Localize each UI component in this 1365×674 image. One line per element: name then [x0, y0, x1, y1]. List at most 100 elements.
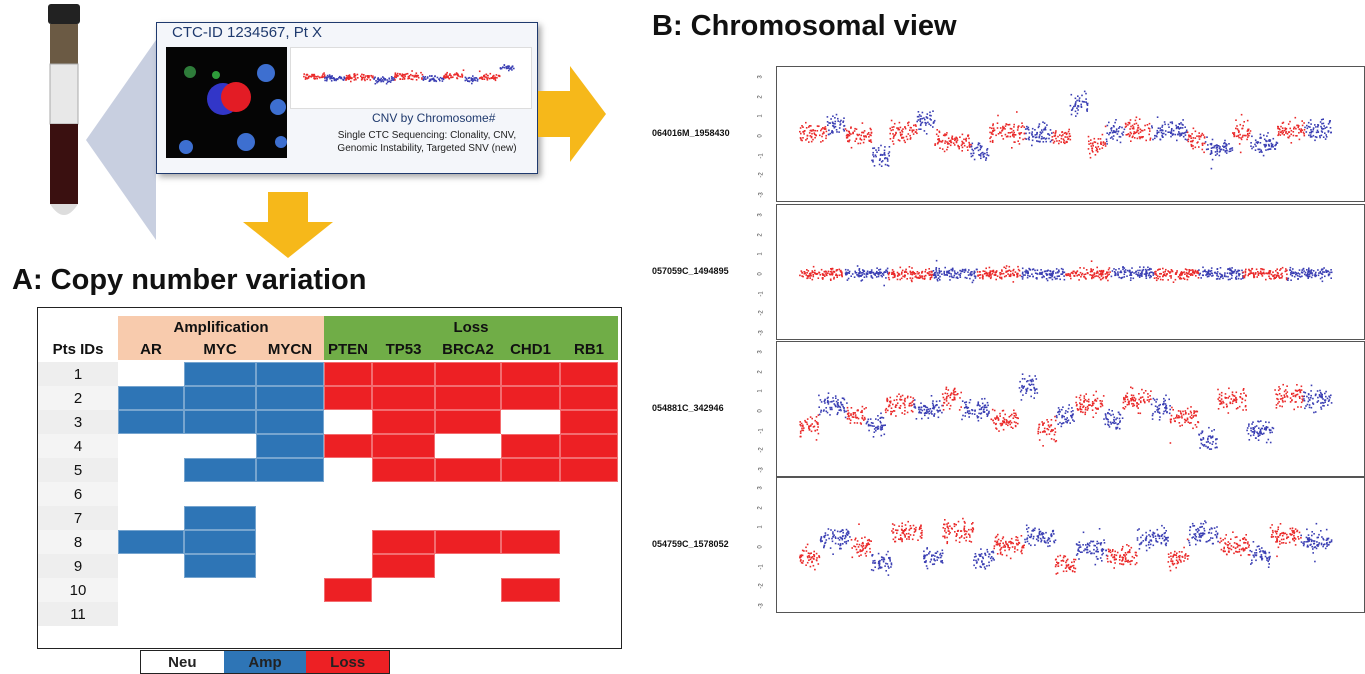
cnv-point — [801, 429, 803, 432]
cnv-point — [507, 67, 509, 69]
cnv-point — [382, 76, 384, 78]
cnv-point — [1300, 128, 1302, 130]
cnv-point — [381, 79, 384, 81]
cnv-point — [954, 137, 956, 140]
cnv-point — [1092, 274, 1094, 276]
cnv-point — [976, 146, 979, 149]
cnv-point — [926, 409, 928, 411]
cnv-point — [860, 272, 863, 274]
cnv-point — [1178, 422, 1181, 424]
cnv-point — [1102, 273, 1104, 276]
cnv-point — [899, 538, 902, 541]
legend-amp: Amp — [223, 651, 307, 673]
cnv-point — [1131, 267, 1133, 269]
cnv-point — [846, 534, 849, 536]
cnv-point — [921, 532, 923, 534]
cnv-point — [953, 396, 956, 399]
cnv-point — [1286, 385, 1288, 387]
cnv-point — [321, 75, 324, 77]
y-tick-label: -3 — [758, 603, 765, 609]
cnv-point — [936, 409, 938, 412]
cnv-point — [914, 529, 917, 531]
cnv-point — [1003, 544, 1006, 546]
cnv-point — [1286, 395, 1288, 397]
cnv-point — [987, 154, 990, 157]
cnv-point — [816, 273, 818, 275]
cnv-point — [946, 141, 948, 143]
y-tick-label: 3 — [757, 75, 764, 79]
cnv-point — [1069, 422, 1071, 424]
cnv-point — [1074, 103, 1077, 105]
cnv-point — [1299, 391, 1302, 393]
cnv-point — [944, 519, 946, 521]
cnv-point — [1016, 274, 1019, 276]
cnv-point — [1179, 416, 1181, 418]
cnv-point — [970, 528, 972, 531]
cnv-point — [883, 557, 885, 559]
cnv-point — [1323, 267, 1325, 269]
cnv-point — [868, 538, 870, 541]
cnv-point — [1321, 273, 1324, 276]
cnv-point — [939, 147, 941, 149]
cnv-point — [837, 399, 839, 401]
cnv-point — [1020, 399, 1023, 401]
cnv-point — [1018, 132, 1020, 134]
cnv-point — [901, 540, 903, 543]
cnv-point — [858, 269, 860, 271]
cnv-point — [872, 147, 874, 150]
cnv-point — [1057, 423, 1059, 425]
cnv-point — [808, 132, 811, 134]
cnv-point — [1176, 271, 1178, 274]
cnv-point — [483, 75, 485, 78]
cnv-point — [1176, 126, 1178, 129]
cnv-point — [1201, 144, 1204, 146]
cnv-point — [1265, 278, 1267, 281]
cnv-point — [1104, 423, 1107, 426]
cnv-point — [899, 407, 901, 409]
cnv-point — [927, 121, 929, 124]
cnv-point — [965, 137, 968, 140]
cnv-point — [1137, 272, 1140, 274]
cnv-point — [1223, 145, 1226, 148]
cnv-point — [824, 275, 826, 277]
cnv-point — [322, 73, 324, 75]
cnv-point — [1114, 422, 1117, 424]
cnv-point — [310, 76, 313, 78]
cnv-point — [1271, 426, 1274, 429]
cnv-point — [834, 117, 836, 119]
cnv-point — [1216, 268, 1219, 270]
cnv-point — [973, 275, 976, 277]
cnv-point — [995, 543, 998, 546]
cnv-point — [1271, 143, 1274, 146]
cnv-point — [1152, 274, 1155, 276]
gene-header-pten: PTEN — [324, 338, 372, 360]
cnv-point — [1025, 392, 1027, 394]
cnv-point — [1079, 394, 1082, 397]
cnv-point — [1325, 270, 1327, 273]
cnv-point — [1117, 423, 1120, 425]
cnv-point — [879, 567, 882, 569]
cnv-point — [999, 542, 1001, 545]
cnv-point — [1121, 132, 1123, 135]
cnv-point — [1189, 416, 1192, 418]
cnv-point — [1021, 373, 1024, 375]
cnv-point — [1263, 272, 1265, 275]
cnv-point — [1023, 132, 1026, 135]
gene-header-tp53: TP53 — [372, 338, 435, 360]
cnv-point — [474, 77, 477, 79]
cnv-point — [1265, 429, 1267, 431]
cnv-point — [1040, 273, 1042, 275]
cnv-point — [1275, 276, 1277, 279]
cnv-point — [1088, 140, 1090, 143]
cnv-point — [1155, 274, 1158, 276]
cnv-point — [832, 132, 834, 134]
cnv-point — [1305, 274, 1307, 277]
cnv-point — [1093, 141, 1096, 143]
cnv-point — [932, 273, 934, 276]
cnv-point — [1011, 546, 1014, 548]
cnv-point — [1107, 418, 1109, 421]
cnv-point — [963, 520, 966, 523]
cnv-point — [1131, 387, 1134, 390]
cnv-point — [954, 390, 957, 393]
cnv-point — [1247, 274, 1249, 277]
